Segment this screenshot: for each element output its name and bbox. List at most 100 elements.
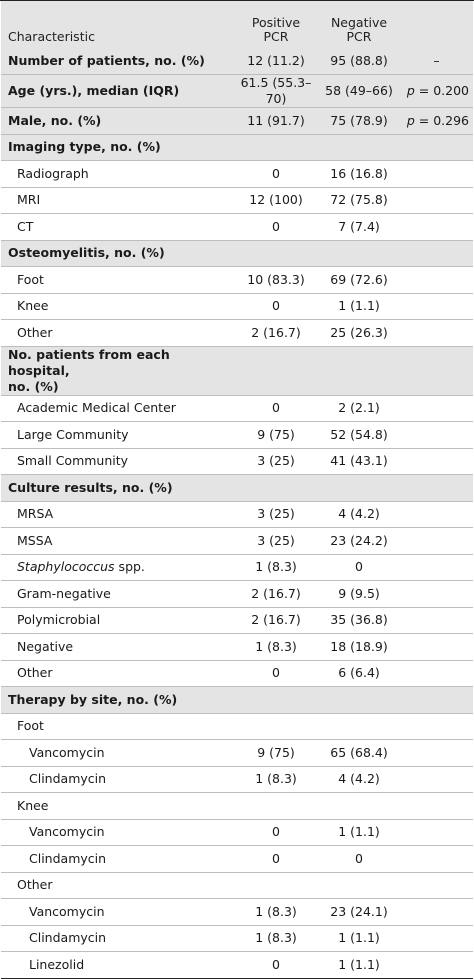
section-label: Therapy by site, no. (%) bbox=[1, 686, 234, 714]
row-label: MSSA bbox=[1, 527, 234, 555]
negative-value: 0 bbox=[318, 554, 400, 581]
negative-value: 2 (2.1) bbox=[318, 395, 400, 422]
row-label: Clindamycin bbox=[1, 925, 234, 952]
table-row: Male, no. (%) 11 (91.7) 75 (78.9) p = 0.… bbox=[1, 107, 473, 135]
header-p-value bbox=[400, 1, 473, 48]
row-label: Foot bbox=[1, 266, 234, 294]
section-label-line2: no. (%) bbox=[8, 378, 59, 394]
positive-value: 2 (16.7) bbox=[234, 607, 318, 634]
positive-value: 2 (16.7) bbox=[234, 580, 318, 608]
negative-value: 75 (78.9) bbox=[318, 107, 400, 135]
header-negative-pcr: Negative PCR bbox=[318, 1, 400, 48]
table-row: Staphylococcus spp. 1 (8.3) 0 bbox=[1, 554, 473, 581]
p-value-text: = 0.200 bbox=[414, 83, 469, 98]
header-negative-line1: Negative bbox=[330, 15, 388, 30]
positive-value: 3 (25) bbox=[234, 448, 318, 475]
header-negative-line2: PCR bbox=[346, 29, 372, 44]
section-row: Culture results, no. (%) bbox=[1, 474, 473, 502]
table-row: Polymicrobial 2 (16.7) 35 (36.8) bbox=[1, 607, 473, 634]
negative-value: 65 (68.4) bbox=[318, 739, 400, 767]
negative-value: 18 (18.9) bbox=[318, 633, 400, 661]
table-row: Clindamycin 1 (8.3) 4 (4.2) bbox=[1, 766, 473, 793]
negative-value: 23 (24.1) bbox=[318, 898, 400, 926]
negative-value: 69 (72.6) bbox=[318, 266, 400, 294]
negative-value: 1 (1.1) bbox=[318, 293, 400, 320]
header-positive-line2: PCR bbox=[263, 29, 289, 44]
negative-value: 1 (1.1) bbox=[318, 819, 400, 846]
row-label: Radiograph bbox=[1, 160, 234, 188]
header-characteristic: Characteristic bbox=[8, 29, 95, 44]
positive-value: 2 (16.7) bbox=[234, 319, 318, 347]
positive-value: 3 (25) bbox=[234, 501, 318, 528]
table-row: Number of patients, no. (%) 12 (11.2) 95… bbox=[1, 48, 473, 75]
positive-value: 1 (8.3) bbox=[234, 925, 318, 952]
positive-value: 1 (8.3) bbox=[234, 633, 318, 661]
positive-value: 12 (11.2) bbox=[234, 48, 318, 75]
row-label: MRI bbox=[1, 187, 234, 214]
row-label: Age (yrs.), median (IQR) bbox=[1, 74, 234, 108]
negative-value: 72 (75.8) bbox=[318, 187, 400, 214]
header-positive-line1: Positive bbox=[251, 15, 301, 30]
p-value-text: = 0.296 bbox=[414, 112, 469, 128]
negative-value: 41 (43.1) bbox=[318, 448, 400, 475]
positive-value: 10 (83.3) bbox=[234, 266, 318, 294]
row-label: Linezolid bbox=[1, 951, 234, 979]
row-label: Staphylococcus spp. bbox=[1, 554, 234, 581]
section-label: Osteomyelitis, no. (%) bbox=[1, 240, 234, 267]
genus-name: Staphylococcus bbox=[17, 559, 115, 575]
row-label: Clindamycin bbox=[1, 845, 234, 873]
section-label: Culture results, no. (%) bbox=[1, 474, 234, 502]
subsection-row: Other bbox=[1, 872, 473, 899]
positive-value: 61.5 (55.3–70) bbox=[234, 74, 318, 108]
row-label: Other bbox=[1, 660, 234, 687]
table-row: Knee 0 1 (1.1) bbox=[1, 293, 473, 320]
section-label: No. patients from each hospital, no. (%) bbox=[1, 346, 234, 396]
positive-value: 1 (8.3) bbox=[234, 898, 318, 926]
table-row: Gram-negative 2 (16.7) 9 (9.5) bbox=[1, 580, 473, 608]
header-positive-pcr: Positive PCR bbox=[234, 1, 318, 48]
positive-value: 3 (25) bbox=[234, 527, 318, 555]
p-value: p = 0.296 bbox=[400, 107, 473, 135]
section-label: Imaging type, no. (%) bbox=[1, 134, 234, 161]
table-row: Age (yrs.), median (IQR) 61.5 (55.3–70) … bbox=[1, 74, 473, 108]
positive-value: 0 bbox=[234, 293, 318, 320]
table-row: Radiograph 0 16 (16.8) bbox=[1, 160, 473, 188]
table-row: Vancomycin 0 1 (1.1) bbox=[1, 819, 473, 846]
table-row: Clindamycin 0 0 bbox=[1, 845, 473, 873]
positive-value: 12 (100) bbox=[234, 187, 318, 214]
row-label: Knee bbox=[1, 293, 234, 320]
negative-value: 95 (88.8) bbox=[318, 48, 400, 75]
subsection-row: Foot bbox=[1, 713, 473, 740]
row-label: Clindamycin bbox=[1, 766, 234, 793]
negative-value: 35 (36.8) bbox=[318, 607, 400, 634]
positive-value: 0 bbox=[234, 213, 318, 241]
positive-value: 0 bbox=[234, 951, 318, 979]
section-row: No. patients from each hospital, no. (%) bbox=[1, 346, 473, 396]
row-label: Number of patients, no. (%) bbox=[1, 48, 234, 75]
positive-value: 0 bbox=[234, 160, 318, 188]
table-row: Foot 10 (83.3) 69 (72.6) bbox=[1, 266, 473, 294]
negative-value: 9 (9.5) bbox=[318, 580, 400, 608]
table-row: Large Community 9 (75) 52 (54.8) bbox=[1, 421, 473, 449]
positive-value: 11 (91.7) bbox=[234, 107, 318, 135]
row-label: CT bbox=[1, 213, 234, 241]
section-label-line1: No. patients from each hospital, bbox=[8, 346, 170, 378]
row-label: Vancomycin bbox=[1, 898, 234, 926]
table-row: Other 2 (16.7) 25 (26.3) bbox=[1, 319, 473, 347]
negative-value: 6 (6.4) bbox=[318, 660, 400, 687]
positive-value: 0 bbox=[234, 845, 318, 873]
table-row: MSSA 3 (25) 23 (24.2) bbox=[1, 527, 473, 555]
table-row: Clindamycin 1 (8.3) 1 (1.1) bbox=[1, 925, 473, 952]
negative-value: 25 (26.3) bbox=[318, 319, 400, 347]
table-row: Small Community 3 (25) 41 (43.1) bbox=[1, 448, 473, 475]
table-row: MRSA 3 (25) 4 (4.2) bbox=[1, 501, 473, 528]
negative-value: 7 (7.4) bbox=[318, 213, 400, 241]
row-label: Small Community bbox=[1, 448, 234, 475]
p-value: – bbox=[400, 48, 473, 75]
positive-value: 0 bbox=[234, 819, 318, 846]
row-label: MRSA bbox=[1, 501, 234, 528]
subsection-label: Foot bbox=[1, 713, 234, 740]
row-label: Other bbox=[1, 319, 234, 347]
table-row: MRI 12 (100) 72 (75.8) bbox=[1, 187, 473, 214]
